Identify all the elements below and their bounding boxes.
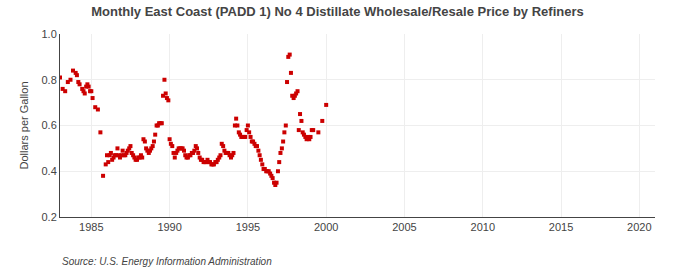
- svg-text:0.8: 0.8: [42, 74, 57, 86]
- svg-text:0.2: 0.2: [42, 211, 57, 223]
- svg-text:2000: 2000: [314, 221, 338, 233]
- svg-text:0.6: 0.6: [42, 119, 57, 131]
- svg-text:1985: 1985: [79, 221, 103, 233]
- svg-text:0.4: 0.4: [42, 165, 57, 177]
- svg-text:Source: U.S. Energy Informatio: Source: U.S. Energy Information Administ…: [62, 256, 272, 267]
- svg-text:2015: 2015: [549, 221, 573, 233]
- svg-text:1990: 1990: [157, 221, 181, 233]
- svg-text:2010: 2010: [471, 221, 495, 233]
- svg-text:2005: 2005: [392, 221, 416, 233]
- svg-text:Monthly East Coast (PADD 1) No: Monthly East Coast (PADD 1) No 4 Distill…: [91, 4, 583, 19]
- svg-text:1.0: 1.0: [42, 28, 57, 40]
- svg-text:1995: 1995: [236, 221, 260, 233]
- svg-text:Dollars per Gallon: Dollars per Gallon: [18, 81, 30, 169]
- svg-text:2020: 2020: [627, 221, 651, 233]
